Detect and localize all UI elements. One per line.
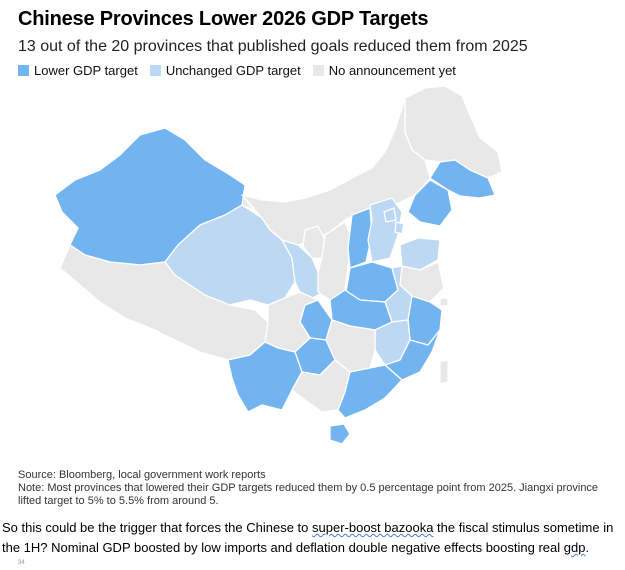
commentary-gdp: gdp [563,540,586,555]
legend-swatch-none [312,65,324,76]
note-line: Note: Most provinces that lowered their … [18,482,599,507]
chart-title: Chinese Provinces Lower 2026 GDP Targets [18,8,429,30]
page-number: 34 [18,560,25,566]
region-tianjin [394,221,405,235]
china-provinces-map [54,85,503,445]
legend-label-unchanged: Unchanged GDP target [165,63,301,78]
commentary-mid: the fiscal stimulus sometime in the 1H? … [2,520,614,555]
legend-item-lower: Lower GDP target [18,63,138,78]
commentary-end: . [585,540,590,555]
region-shanghai [439,297,449,307]
chart-subtitle: 13 out of the 20 provinces that publishe… [18,38,528,55]
region-liaoning [407,179,453,227]
legend-swatch-unchanged [149,65,161,76]
region-beijing [383,207,397,223]
region-taiwan [439,359,449,385]
legend-item-none: No announcement yet [312,63,456,78]
source-line: Source: Bloomberg, local government work… [18,469,266,481]
region-guangdong [337,364,403,419]
region-hainan [329,423,351,445]
source-note: Source: Bloomberg, local government work… [18,469,608,508]
legend-item-unchanged: Unchanged GDP target [149,63,301,78]
legend-label-lower: Lower GDP target [34,63,138,78]
legend-label-none: No announcement yet [328,63,456,78]
commentary-phrase: super-boost bazooka [312,520,434,535]
legend-swatch-lower [18,65,29,76]
region-sichuan [264,291,319,353]
commentary-start: So this could be the trigger that forces… [2,520,313,535]
commentary-text: So this could be the trigger that forces… [2,518,622,558]
region-gansu [241,194,326,299]
region-fujian [384,329,441,381]
region-jilin [429,159,496,199]
legend: Lower GDP target Unchanged GDP target No… [18,63,456,78]
